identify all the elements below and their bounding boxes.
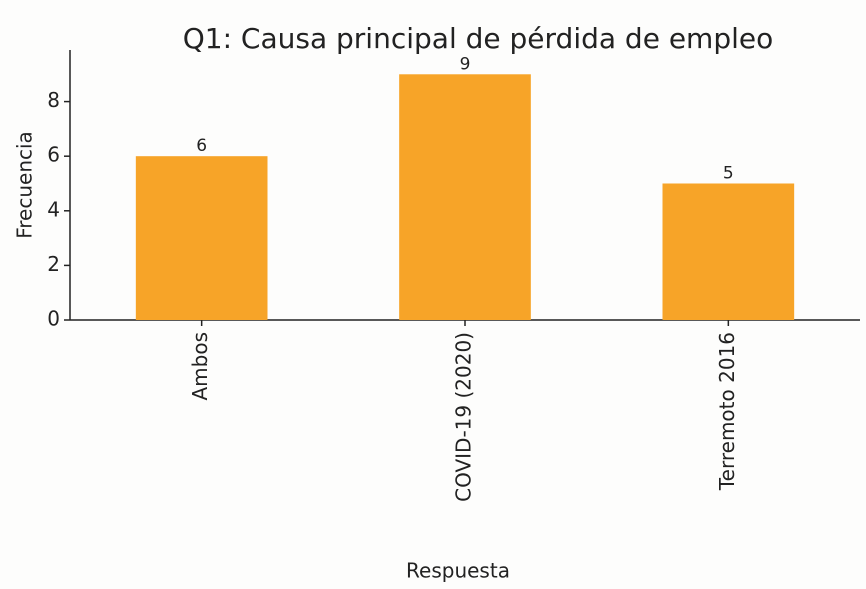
value-label: 5 [723, 163, 734, 183]
bar [135, 156, 268, 320]
value-label: 9 [460, 54, 471, 74]
y-axis-label: Frecuencia [13, 131, 37, 239]
y-tick-label: 4 [47, 197, 60, 221]
bar [399, 74, 531, 321]
y-tick-label: 2 [47, 252, 60, 276]
chart-title: Q1: Causa principal de pérdida de empleo [183, 22, 774, 55]
value-label: 6 [196, 136, 207, 156]
x-axis-label: Respuesta [406, 559, 510, 583]
x-tick-label: Ambos [188, 332, 212, 401]
y-tick-label: 6 [47, 143, 60, 167]
x-tick-label: Terremoto 2016 [715, 332, 739, 491]
bar [662, 183, 795, 320]
y-tick-label: 0 [47, 307, 60, 331]
x-tick-label: COVID-19 (2020) [452, 332, 476, 502]
y-tick-label: 8 [47, 88, 60, 112]
